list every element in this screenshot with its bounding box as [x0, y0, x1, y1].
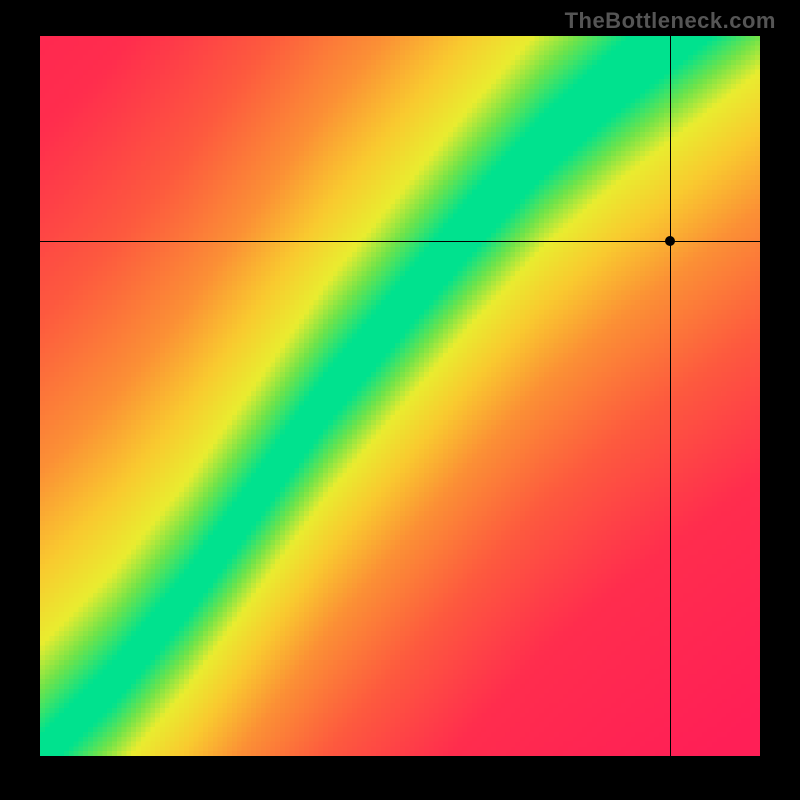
plot-area — [40, 36, 760, 756]
crosshair-marker — [665, 236, 675, 246]
heatmap-canvas — [40, 36, 760, 756]
crosshair-vertical — [670, 36, 671, 756]
watermark-text: TheBottleneck.com — [565, 8, 776, 34]
figure: TheBottleneck.com — [0, 0, 800, 800]
crosshair-horizontal — [40, 241, 760, 242]
